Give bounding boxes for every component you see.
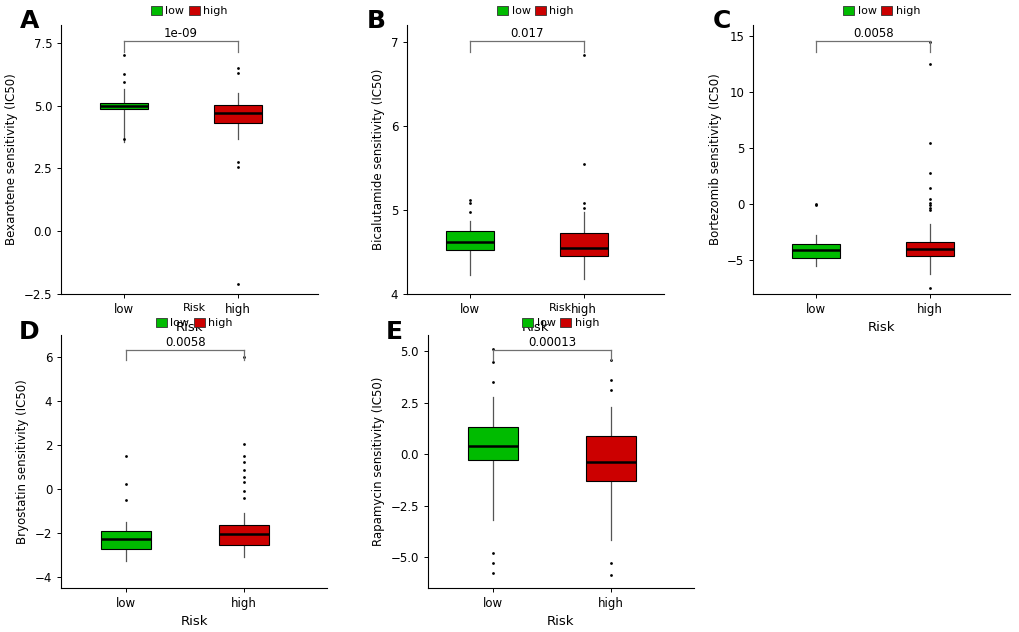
Text: 0.017: 0.017 bbox=[510, 27, 543, 40]
Bar bbox=[445, 231, 493, 250]
X-axis label: Risk: Risk bbox=[522, 322, 548, 334]
Bar bbox=[100, 102, 148, 109]
Legend: low, high: low, high bbox=[496, 0, 574, 16]
Text: C: C bbox=[711, 9, 730, 33]
Legend: low, high: low, high bbox=[522, 303, 598, 329]
Legend: low, high: low, high bbox=[843, 0, 919, 16]
Bar bbox=[559, 233, 607, 256]
Y-axis label: Bortezomib sensitivity (IC50): Bortezomib sensitivity (IC50) bbox=[708, 74, 720, 245]
Text: D: D bbox=[18, 320, 40, 344]
X-axis label: Risk: Risk bbox=[180, 616, 208, 628]
Text: 1e-09: 1e-09 bbox=[164, 27, 198, 40]
X-axis label: Risk: Risk bbox=[867, 322, 895, 334]
Y-axis label: Bexarotene sensitivity (IC50): Bexarotene sensitivity (IC50) bbox=[5, 74, 18, 245]
Y-axis label: Bicalutamide sensitivity (IC50): Bicalutamide sensitivity (IC50) bbox=[372, 69, 385, 250]
Bar bbox=[214, 105, 262, 123]
Text: 0.00013: 0.00013 bbox=[527, 336, 576, 349]
Text: B: B bbox=[366, 9, 385, 33]
Y-axis label: Rapamycin sensitivity (IC50): Rapamycin sensitivity (IC50) bbox=[372, 377, 384, 546]
Text: A: A bbox=[20, 9, 40, 33]
Bar bbox=[905, 243, 953, 257]
Y-axis label: Bryostatin sensitivity (IC50): Bryostatin sensitivity (IC50) bbox=[16, 379, 30, 544]
Bar bbox=[792, 244, 840, 257]
Text: 0.0058: 0.0058 bbox=[852, 27, 893, 40]
Legend: low, high: low, high bbox=[151, 0, 227, 16]
X-axis label: Risk: Risk bbox=[175, 322, 203, 334]
Text: E: E bbox=[385, 320, 401, 344]
Bar bbox=[101, 531, 151, 549]
Bar bbox=[219, 525, 269, 545]
X-axis label: Risk: Risk bbox=[546, 616, 574, 628]
Legend: low, high: low, high bbox=[156, 303, 232, 329]
Text: 0.0058: 0.0058 bbox=[165, 336, 205, 349]
Bar bbox=[468, 427, 517, 460]
Bar bbox=[586, 435, 635, 481]
